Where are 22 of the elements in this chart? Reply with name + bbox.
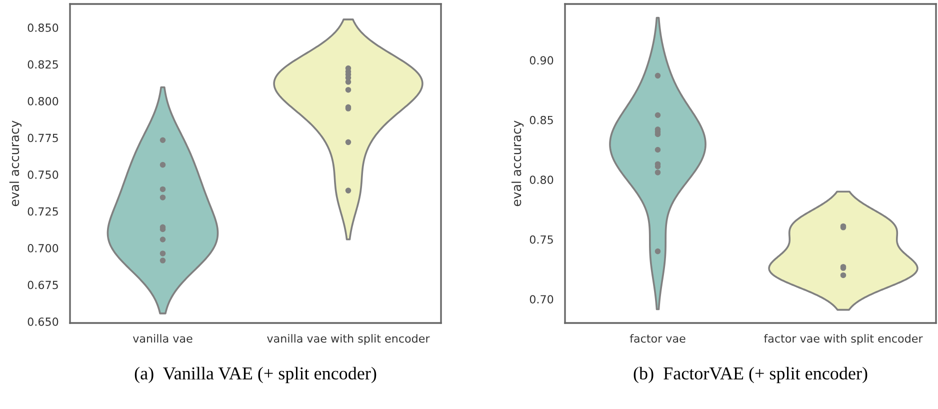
y-tick-label: 0.850 bbox=[28, 23, 58, 32]
x-tick-label: vanilla vae with split encoder bbox=[267, 334, 430, 345]
y-tick-label: 0.70 bbox=[530, 295, 554, 304]
y-tick-label: 0.750 bbox=[28, 170, 58, 179]
y-tick-label: 0.85 bbox=[530, 116, 553, 124]
y-tick-label: 0.90 bbox=[530, 56, 554, 65]
y-tick-label: 0.775 bbox=[28, 134, 58, 142]
x-tick-label: factor vae bbox=[630, 334, 686, 343]
y-tick-label: 0.725 bbox=[28, 207, 58, 216]
text: (b) FactorVAE (+ split encoder) bbox=[634, 366, 868, 384]
y-tick-label: 0.825 bbox=[28, 60, 58, 69]
x-tick-label: factor vae with split encoder bbox=[764, 334, 923, 345]
y-axis-title: eval accuracy bbox=[9, 120, 22, 206]
text: (a) Vanilla VAE (+ split encoder) bbox=[134, 366, 376, 384]
x-tick-label: vanilla vae bbox=[132, 334, 192, 343]
y-tick-label: 0.700 bbox=[28, 244, 58, 252]
y-tick-label: 0.675 bbox=[28, 280, 58, 290]
y-tick-label: 0.80 bbox=[530, 176, 554, 184]
y-axis-title: eval accuracy bbox=[511, 120, 524, 206]
y-tick-label: 0.75 bbox=[530, 235, 553, 244]
y-tick-label: 0.800 bbox=[28, 97, 58, 106]
y-tick-label: 0.650 bbox=[28, 318, 58, 326]
